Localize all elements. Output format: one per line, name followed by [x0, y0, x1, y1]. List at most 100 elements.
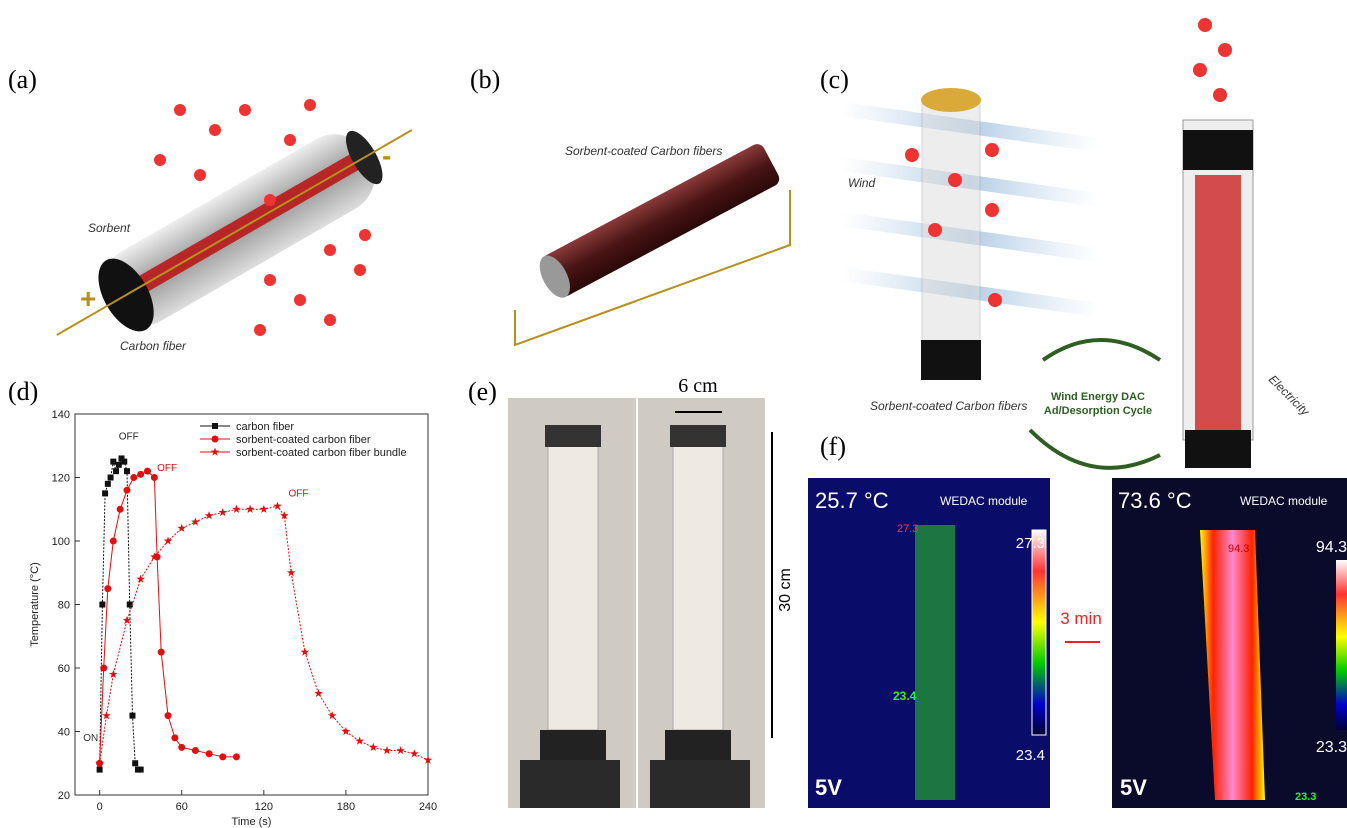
y-tick-label: 120	[52, 473, 70, 485]
data-point	[123, 487, 130, 494]
module-base	[1185, 430, 1251, 468]
scale-min: 23.3	[1316, 739, 1347, 756]
voltage: 5V	[815, 775, 842, 800]
time-arrow-label: 3 min	[1060, 609, 1102, 628]
data-point	[129, 713, 135, 719]
panel-e: (e) 6 cm 30 cm	[468, 375, 794, 808]
scale-min: 23.4	[1016, 747, 1045, 764]
data-point	[165, 712, 172, 719]
data-point	[212, 436, 219, 443]
data-point	[171, 734, 178, 741]
module-body	[540, 141, 782, 299]
data-point	[116, 462, 122, 468]
module-base	[540, 730, 606, 760]
chart-annotation: OFF	[157, 463, 177, 474]
data-point	[108, 475, 114, 481]
thermal-hotspot	[915, 525, 955, 800]
panel-a: (a) Sorbent Carbon fiber + -	[8, 65, 432, 370]
data-point	[102, 490, 108, 496]
fiber-bundle	[673, 440, 723, 730]
y-tick-label: 140	[52, 409, 70, 421]
x-tick-label: 180	[337, 801, 355, 813]
data-point	[132, 760, 138, 766]
legend-label: carbon fiber	[236, 421, 294, 433]
x-tick-label: 120	[255, 801, 273, 813]
data-point	[151, 474, 158, 481]
spot-temperature: 94.3	[1228, 543, 1249, 555]
cycle-label: Ad/Desorption Cycle	[1044, 405, 1152, 417]
data-point	[219, 753, 226, 760]
temperature: 25.7 °C	[815, 488, 889, 513]
voltage: 5V	[1120, 775, 1147, 800]
stand	[650, 760, 750, 808]
data-point	[211, 448, 220, 456]
module-base	[665, 730, 731, 760]
legend-label: sorbent-coated carbon fiber	[236, 434, 371, 446]
cycle-label: Wind Energy DAC	[1051, 391, 1145, 403]
panel-label: (e)	[468, 377, 497, 406]
data-point	[273, 502, 282, 510]
annotation: Sorbent-coated Carbon fibers	[565, 144, 722, 158]
cycle-arrow	[1030, 430, 1160, 468]
data-point	[205, 511, 214, 519]
x-tick-label: 60	[176, 801, 188, 813]
data-point	[117, 506, 124, 513]
data-point	[144, 468, 151, 475]
data-point	[192, 747, 199, 754]
panel-label: (f)	[820, 432, 846, 461]
color-scale	[1032, 530, 1046, 735]
data-point	[113, 468, 119, 474]
module-cap	[545, 425, 601, 447]
panel-label: (d)	[8, 377, 38, 406]
scale-max: 94.3	[1316, 539, 1347, 556]
stand	[520, 760, 620, 808]
data-point	[110, 459, 116, 465]
data-point	[97, 767, 103, 773]
series-line	[100, 506, 428, 763]
x-axis-title: Time (s)	[232, 816, 272, 828]
panel-label: (b)	[470, 65, 500, 94]
y-tick-label: 80	[58, 600, 70, 612]
temperature: 73.6 °C	[1118, 488, 1192, 513]
spot-temperature: 27.3	[897, 523, 918, 535]
annotation: Electricity	[1266, 372, 1313, 419]
data-point	[233, 753, 240, 760]
color-scale	[1336, 560, 1347, 730]
data-point	[396, 746, 405, 754]
data-point	[104, 585, 111, 592]
dimension-label: 30 cm	[777, 568, 794, 612]
data-point	[232, 505, 241, 513]
module-base	[921, 340, 981, 380]
data-point	[164, 537, 173, 545]
data-point	[314, 689, 323, 697]
data-point	[99, 602, 105, 608]
chart-annotation: OFF	[288, 489, 308, 500]
chart-annotation: OFF	[119, 431, 139, 442]
scale-max: 27.3	[1016, 535, 1045, 552]
panel-c: (c) Wind Sorbent-coated Carbon fibers Wi…	[820, 18, 1313, 468]
figure: (a) Sorbent Carbon fiber + - (b) Sorbent…	[0, 0, 1347, 828]
panel-f: (f) 25.7 °C WEDAC module 27.3 27.3 23.4 …	[808, 432, 1347, 808]
annotation: Sorbent	[88, 221, 131, 235]
annotation: Wind	[848, 176, 876, 190]
data-point	[178, 744, 185, 751]
y-tick-label: 60	[58, 663, 70, 675]
module-cap	[1183, 130, 1253, 170]
annotation-text: Sorbent-coated Carbon fibers	[565, 144, 722, 158]
data-point	[219, 508, 228, 516]
dimension-label: 6 cm	[678, 375, 718, 397]
data-point	[355, 737, 364, 745]
data-point	[136, 575, 145, 583]
annotation: Sorbent-coated Carbon fibers	[870, 399, 1027, 413]
x-tick-label: 240	[419, 801, 437, 813]
y-tick-label: 100	[52, 536, 70, 548]
data-point	[137, 471, 144, 478]
data-point	[301, 648, 310, 656]
data-point	[328, 711, 337, 719]
data-point	[121, 459, 127, 465]
panel-b: (b) Sorbent-coated Carbon fibers	[470, 65, 790, 345]
data-point	[124, 468, 130, 474]
cycle-arrow	[1043, 340, 1160, 360]
series-line	[100, 458, 141, 769]
